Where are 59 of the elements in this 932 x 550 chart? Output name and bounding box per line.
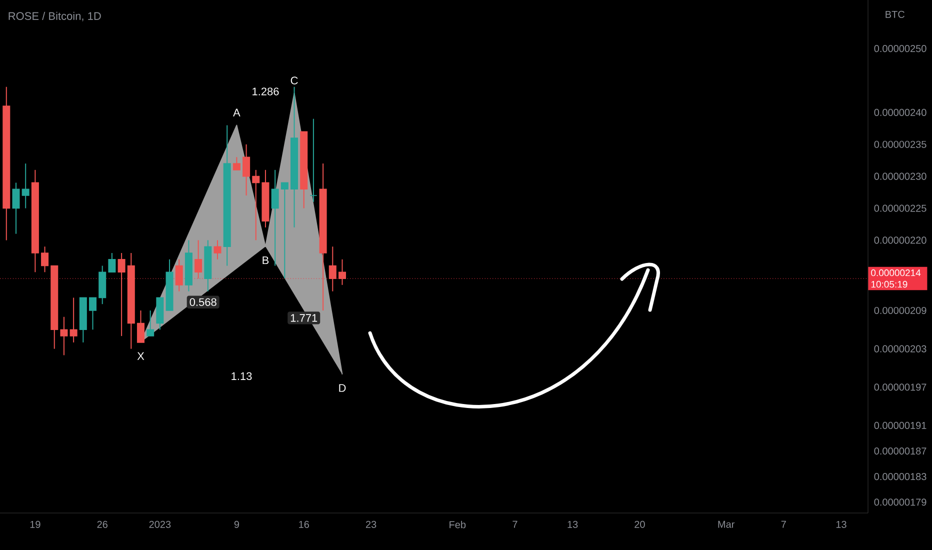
x-tick-label: 19 [30,520,40,528]
y-tick-label: 0.00000179 [874,498,926,506]
candlestick [310,118,318,202]
x-tick-label: 13 [568,520,578,528]
candlestick [118,252,126,337]
ref-line-label: 0.00000214 10:05:19 [871,269,921,288]
y-tick-label: 0.00000250 [874,45,926,52]
x-tick-label: Mar [718,520,735,528]
candlestick [146,310,154,337]
candlestick [89,297,97,330]
y-tick-label: 0.00000203 [874,345,926,352]
text: ROSE / Bitcoin, 1D [8,12,101,22]
x-tick-label: 9 [234,520,240,528]
candlestick [280,182,288,280]
x-tick-label: 7 [781,520,786,528]
x-tick-label: 26 [97,520,108,528]
x-tick-label: 23 [366,520,376,528]
candlestick [22,163,30,209]
candlestick [108,252,116,273]
candlestick [328,246,336,292]
y-tick-label: 0.00000209 [874,306,926,314]
candlestick [252,169,260,241]
candlestick [271,169,279,266]
annotation: D [339,384,346,392]
y-tick-label: 0.00000183 [874,473,926,480]
annotation: A [233,108,240,116]
annotation: B [262,256,269,264]
y-tick-label: 0.00000191 [874,422,926,430]
y-tick-label: 0.00000230 [874,172,926,180]
candlestick [175,258,183,292]
x-tick-label: 13 [836,520,846,528]
x-tick-label: 20 [634,520,645,528]
candlestick [242,144,250,196]
x-tick-label: Feb [450,520,466,528]
candlestick [136,310,144,343]
candlestick [214,240,222,260]
annotation: 1.13 [232,372,252,380]
y-axis-title: BTC [886,10,904,18]
x-tick-label: 16 [299,520,309,528]
y-tick-label: 0.00000220 [874,236,926,244]
candlestick [12,182,20,234]
candlestick [194,240,202,280]
annotation: 1.771 [290,314,318,322]
annotation: C [290,76,298,84]
annotation: X [137,352,144,360]
annotation: 1.286 [252,88,279,96]
candlestick [338,258,346,286]
x-tick-label: 2023 [149,520,171,528]
y-tick-label: 0.00000187 [874,447,926,455]
candlestick [60,316,68,356]
annotation: 0.568 [190,298,216,306]
y-tick-label: 0.00000240 [874,108,926,116]
x-tick-label: 7 [512,520,518,528]
candlestick [232,156,240,170]
y-tick-label: 0.00000235 [874,140,926,148]
y-tick-label: 0.00000197 [874,384,926,391]
candlestick [70,297,78,343]
candlestick [41,246,49,273]
y-tick-label: 0.00000225 [874,204,926,212]
